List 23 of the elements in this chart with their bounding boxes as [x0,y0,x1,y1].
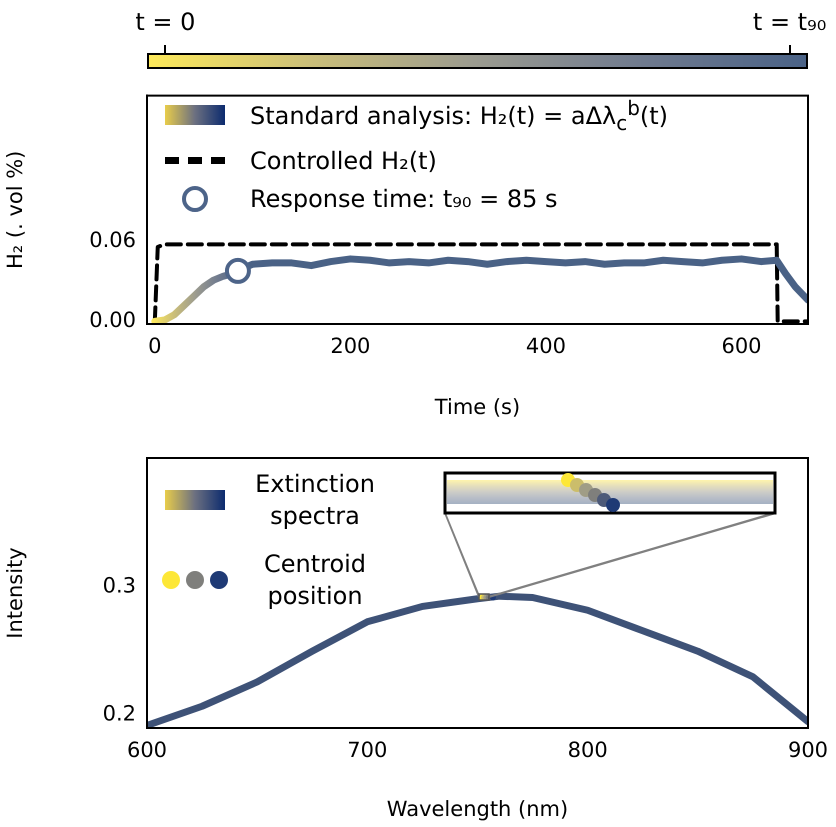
x-tick-label: 700 [347,738,388,762]
y-tick-label: 0.06 [89,228,136,252]
legend-label: Centroid position [262,549,368,612]
color-bar-label: t = t₉₀ [752,8,828,36]
y-tick-label: 0.00 [89,308,136,332]
y-axis-title: Intensity [3,547,28,639]
legend-label: Extinction spectra [254,469,376,532]
y-tick-label: 0.3 [102,574,136,598]
x-tick-label: 0 [148,334,162,358]
x-tick-label: 600 [721,334,762,358]
y-tick-label: 0.2 [102,702,136,726]
x-tick-label: 200 [330,334,370,358]
x-axis-title: Time (s) [434,394,520,419]
x-tick-label: 400 [526,334,566,358]
x-axis-title: Wavelength (nm) [386,796,568,821]
legend-label: Controlled H₂(t) [250,146,437,177]
x-tick-label: 600 [126,738,168,762]
y-axis-title: H₂ (. vol %) [3,150,28,269]
legend-label: Response time: t₉₀ = 85 s [250,184,558,215]
legend-label: Standard analysis: H₂(t) = aΔλ$_{c}$$^{b}$(t) [250,95,668,137]
color-bar-label: t = 0 [134,8,196,36]
x-tick-label: 800 [568,738,608,762]
x-tick-label: 900 [788,738,828,762]
